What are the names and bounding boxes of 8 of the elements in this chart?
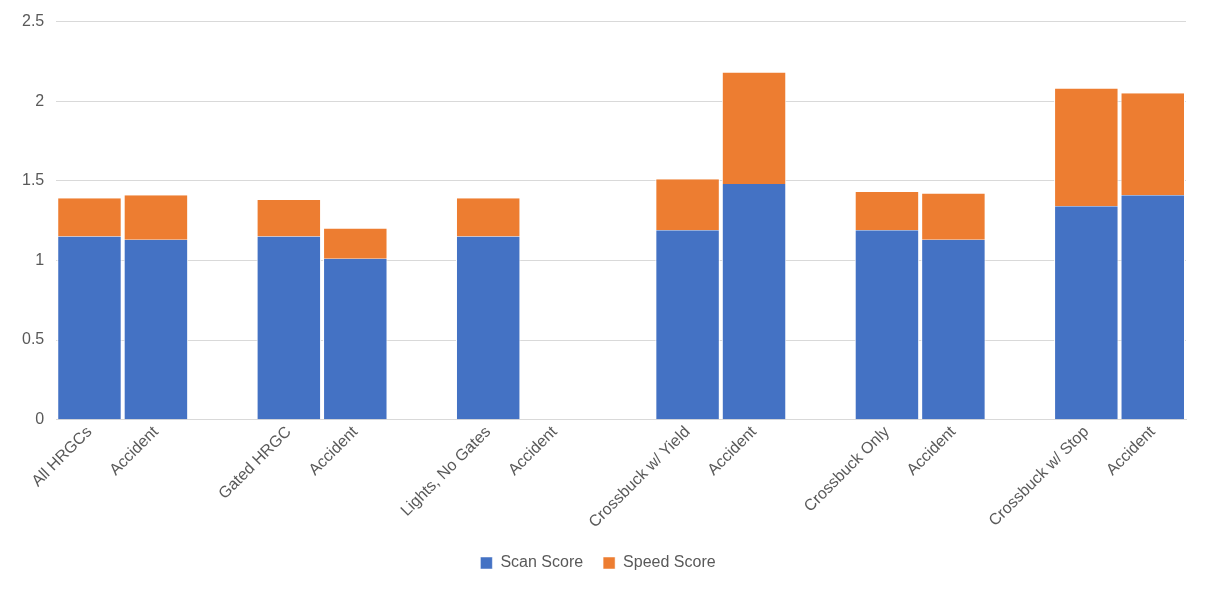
y-tick-label: 0.5 — [21, 330, 45, 348]
legend-label: Scan Score — [500, 553, 584, 571]
legend-label: Speed Score — [623, 553, 716, 571]
y-tick-label: 2 — [35, 91, 45, 109]
y-tick-label: 1 — [35, 250, 45, 268]
y-tick-label: 2.5 — [21, 12, 45, 30]
y-tick-label: 0 — [35, 410, 45, 428]
y-tick-label: 1.5 — [21, 171, 45, 189]
